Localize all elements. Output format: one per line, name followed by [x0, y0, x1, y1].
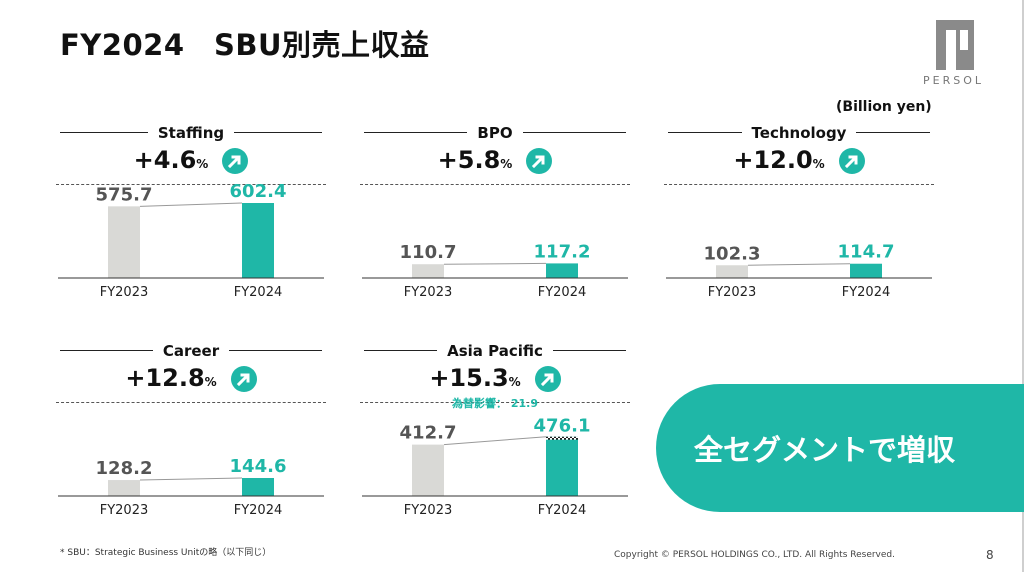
growth-rate: +15.3% — [360, 364, 630, 395]
growth-unit: % — [196, 157, 209, 171]
footnote: * SBU：Strategic Business Unitの略（以下同じ） — [60, 548, 272, 558]
fx-impact-segment — [546, 436, 578, 440]
value-label: 110.7 — [400, 242, 457, 263]
bar-fy2023 — [108, 206, 140, 278]
connector-line — [443, 436, 547, 446]
bar-fy2024 — [850, 263, 882, 278]
page-title: FY2024 SBU別売上収益 — [60, 28, 430, 62]
value-label: 575.7 — [96, 184, 153, 205]
growth-rate: +12.8% — [56, 364, 326, 395]
category-label: FY2023 — [100, 503, 149, 518]
bar-fy2023 — [412, 264, 444, 278]
growth-value: +4.6 — [133, 146, 197, 174]
connector-line — [139, 202, 243, 207]
bar-chart: 110.7 117.2 FY2023 FY2024 — [362, 241, 628, 300]
up-right-arrow-icon — [230, 365, 257, 392]
value-label: 144.6 — [230, 456, 287, 477]
persol-logo-icon — [936, 20, 974, 70]
bar-fy2023 — [412, 444, 444, 496]
growth-unit: % — [204, 375, 217, 389]
up-right-arrow-icon — [526, 147, 553, 174]
value-label: 476.1 — [534, 416, 591, 437]
bar-fy2024 — [546, 436, 578, 496]
growth-value: +12.8 — [125, 364, 205, 392]
category-label: FY2024 — [234, 285, 283, 300]
bar-fy2024 — [242, 203, 274, 278]
chart-panel-staffing: Staffing +4.6% 575.7 602.4 FY2023 FY2024 — [56, 112, 326, 302]
bar-chart: 575.7 602.4 FY2023 FY2024 — [58, 184, 324, 300]
page-edge — [1022, 0, 1024, 572]
dashed-divider — [664, 184, 934, 185]
value-label: 102.3 — [704, 243, 761, 264]
all-segments-badge: 全セグメントで増収 — [656, 384, 1024, 512]
category-label: FY2024 — [538, 285, 587, 300]
growth-value: +15.3 — [429, 364, 509, 392]
bar-chart: 412.7 476.1 FY2023 FY2024 — [362, 416, 628, 518]
value-label: 602.4 — [230, 184, 287, 202]
panel-title: BPO — [467, 124, 523, 142]
panel-header: Asia Pacific — [360, 340, 630, 362]
value-label: 128.2 — [96, 458, 153, 479]
bar-chart: 102.3 114.7 FY2023 FY2024 — [666, 242, 932, 300]
connector-line — [139, 477, 243, 481]
growth-unit: % — [500, 157, 513, 171]
dashed-divider — [360, 402, 630, 403]
panel-title: Asia Pacific — [437, 342, 553, 360]
category-label: FY2023 — [404, 503, 453, 518]
page-number: 8 — [986, 548, 994, 562]
badge-text: 全セグメントで増収 — [694, 433, 956, 467]
bar-chart: 128.2 144.6 FY2023 FY2024 — [58, 456, 324, 518]
chart-panel-bpo: BPO +5.8% 110.7 117.2 FY2023 FY2024 — [360, 112, 630, 302]
up-right-arrow-icon — [838, 147, 865, 174]
panel-header: Career — [56, 340, 326, 362]
category-label: FY2023 — [708, 285, 757, 300]
panel-header: Staffing — [56, 122, 326, 144]
dashed-divider — [360, 184, 630, 185]
dashed-divider — [56, 402, 326, 403]
chart-panel-technology: Technology +12.0% 102.3 114.7 FY2023 FY2024 — [664, 112, 934, 302]
copyright: Copyright © PERSOL HOLDINGS CO., LTD. Al… — [614, 550, 895, 560]
panel-header: BPO — [360, 122, 630, 144]
value-label: 117.2 — [534, 241, 591, 262]
panel-title: Staffing — [147, 124, 235, 142]
up-right-arrow-icon — [222, 147, 249, 174]
dashed-divider — [56, 184, 326, 185]
panel-title: Technology — [741, 124, 857, 142]
bar-fy2024 — [546, 263, 578, 278]
bar-fy2023 — [716, 265, 748, 278]
chart-panel-career: Career +12.8% 128.2 144.6 FY2023 FY2024 — [56, 330, 326, 520]
bar-fy2023 — [108, 480, 140, 496]
panel-title: Career — [152, 342, 230, 360]
growth-value: +5.8 — [437, 146, 501, 174]
value-label: 114.7 — [838, 242, 895, 263]
growth-rate: +4.6% — [56, 146, 326, 177]
growth-rate: +5.8% — [360, 146, 630, 177]
growth-value: +12.0 — [733, 146, 813, 174]
up-right-arrow-icon — [534, 365, 561, 392]
growth-unit: % — [812, 157, 825, 171]
bar-fy2024 — [242, 477, 274, 496]
chart-panel-asia-pacific: Asia Pacific +15.3% 412.7 476.1 FY2023 FY2024… — [360, 330, 630, 520]
panel-header: Technology — [664, 122, 934, 144]
category-label: FY2024 — [234, 503, 283, 518]
unit-label: (Billion yen) — [836, 99, 932, 115]
value-label: 412.7 — [400, 423, 457, 444]
connector-line — [747, 263, 851, 266]
connector-line — [443, 262, 547, 265]
category-label: FY2023 — [100, 285, 149, 300]
logo-wordmark: PERSOL — [923, 74, 984, 87]
category-label: FY2024 — [538, 503, 587, 518]
category-label: FY2024 — [842, 285, 891, 300]
growth-unit: % — [508, 375, 521, 389]
growth-rate: +12.0% — [664, 146, 934, 177]
category-label: FY2023 — [404, 285, 453, 300]
fx-impact-note: 為替影響： 21.9 — [452, 396, 538, 410]
